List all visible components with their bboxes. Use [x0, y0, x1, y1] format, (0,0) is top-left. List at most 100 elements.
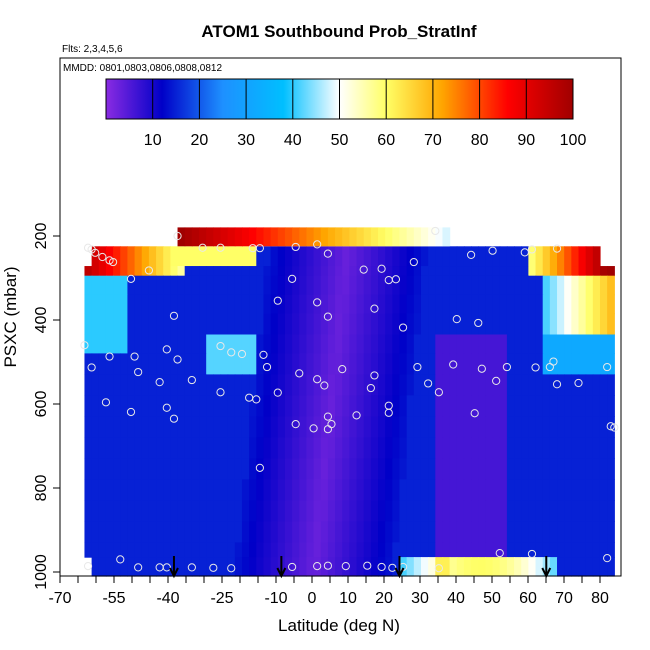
observation-point — [574, 378, 583, 388]
heat-cell — [585, 437, 594, 459]
heat-cell — [463, 479, 472, 501]
heat-cell — [342, 500, 350, 522]
heat-cell — [406, 437, 415, 459]
heat-cell — [413, 395, 422, 417]
heat-cell — [428, 542, 436, 558]
heat-cell — [399, 395, 408, 417]
heat-cell — [535, 479, 544, 501]
heat-cell — [528, 353, 537, 375]
heat-cell — [549, 334, 558, 354]
heat-cell — [156, 294, 164, 315]
heat-cell — [292, 395, 300, 417]
colorbar-tick-label: 30 — [237, 132, 255, 149]
heat-cell — [542, 246, 551, 267]
heat-cell — [113, 275, 121, 296]
heat-cell — [485, 294, 494, 315]
heat-cell — [342, 334, 350, 354]
heat-cell — [385, 416, 393, 438]
heat-cell — [284, 521, 293, 543]
heat-cell — [528, 479, 537, 501]
heat-cell — [98, 416, 107, 438]
heat-cell — [127, 437, 136, 459]
heat-cell — [342, 479, 350, 501]
heat-cell — [356, 416, 365, 438]
heat-cell — [356, 246, 365, 267]
heat-cell — [492, 479, 501, 501]
heat-cell — [535, 246, 544, 267]
heat-cell — [449, 313, 458, 336]
x-tick-label: 20 — [375, 590, 393, 607]
heat-cell — [463, 557, 472, 577]
heat-cell — [320, 542, 329, 558]
heat-cell — [148, 395, 157, 417]
heat-cell — [177, 374, 186, 396]
heat-cell — [299, 227, 308, 247]
heat-cell — [105, 275, 114, 296]
heat-cell — [356, 353, 365, 375]
heat-cell — [506, 353, 515, 375]
heat-cell — [105, 374, 114, 396]
heat-cell — [91, 395, 100, 417]
heat-cell — [406, 542, 415, 558]
heat-cell — [199, 416, 207, 438]
observation-point — [409, 257, 418, 267]
heat-cell — [184, 275, 193, 296]
heat-cell — [564, 458, 572, 480]
heat-cell — [549, 416, 558, 438]
colorbar-tick-label: 60 — [377, 132, 395, 149]
heat-cell — [378, 353, 386, 375]
heat-cell — [213, 395, 222, 417]
heat-cell — [428, 458, 436, 480]
heat-cell — [234, 500, 243, 522]
heat-cell — [499, 500, 508, 522]
observation-point — [162, 563, 171, 572]
heat-cell — [84, 353, 93, 375]
heat-cell — [471, 353, 479, 375]
heat-cell — [299, 521, 308, 543]
heat-cell — [105, 294, 114, 315]
heat-cell — [234, 521, 243, 543]
heat-cell — [213, 437, 222, 459]
heat-cell — [456, 479, 465, 501]
heat-cell — [363, 334, 372, 354]
heat-cell — [320, 313, 329, 336]
heat-cell — [542, 416, 551, 438]
heat-cell — [442, 313, 451, 336]
heat-cell — [335, 313, 343, 336]
heat-cell — [184, 353, 193, 375]
heat-cell — [478, 353, 487, 375]
heat-cell — [499, 458, 508, 480]
heat-cell — [428, 246, 436, 267]
heat-cell — [206, 227, 214, 247]
heat-cell — [492, 275, 501, 296]
heat-cell — [113, 557, 121, 577]
heat-cell — [435, 246, 444, 267]
heat-cell — [177, 458, 186, 480]
heat-cell — [306, 395, 315, 417]
heat-cell — [220, 313, 229, 336]
heat-cell — [599, 500, 608, 522]
heat-cell — [456, 246, 465, 267]
heat-cell — [435, 275, 444, 296]
heat-cell — [571, 266, 580, 277]
heat-cell — [506, 246, 515, 267]
heat-cell — [521, 557, 529, 577]
heat-cell — [320, 437, 329, 459]
heat-cell — [177, 416, 186, 438]
heat-cell — [206, 521, 214, 543]
heat-cell — [528, 294, 537, 315]
heat-cell — [435, 353, 444, 375]
heat-cell — [91, 437, 100, 459]
heat-cell — [220, 266, 229, 277]
heat-cell — [284, 266, 293, 277]
heat-cell — [156, 500, 164, 522]
heat-cell — [227, 334, 236, 354]
heat-cell — [592, 334, 601, 354]
heat-cell — [557, 275, 565, 296]
heat-cell — [607, 353, 615, 375]
heat-cell — [335, 374, 343, 396]
heat-cell — [292, 437, 300, 459]
heat-cell — [327, 521, 336, 543]
heat-cell — [270, 353, 279, 375]
heat-cell — [306, 557, 315, 577]
